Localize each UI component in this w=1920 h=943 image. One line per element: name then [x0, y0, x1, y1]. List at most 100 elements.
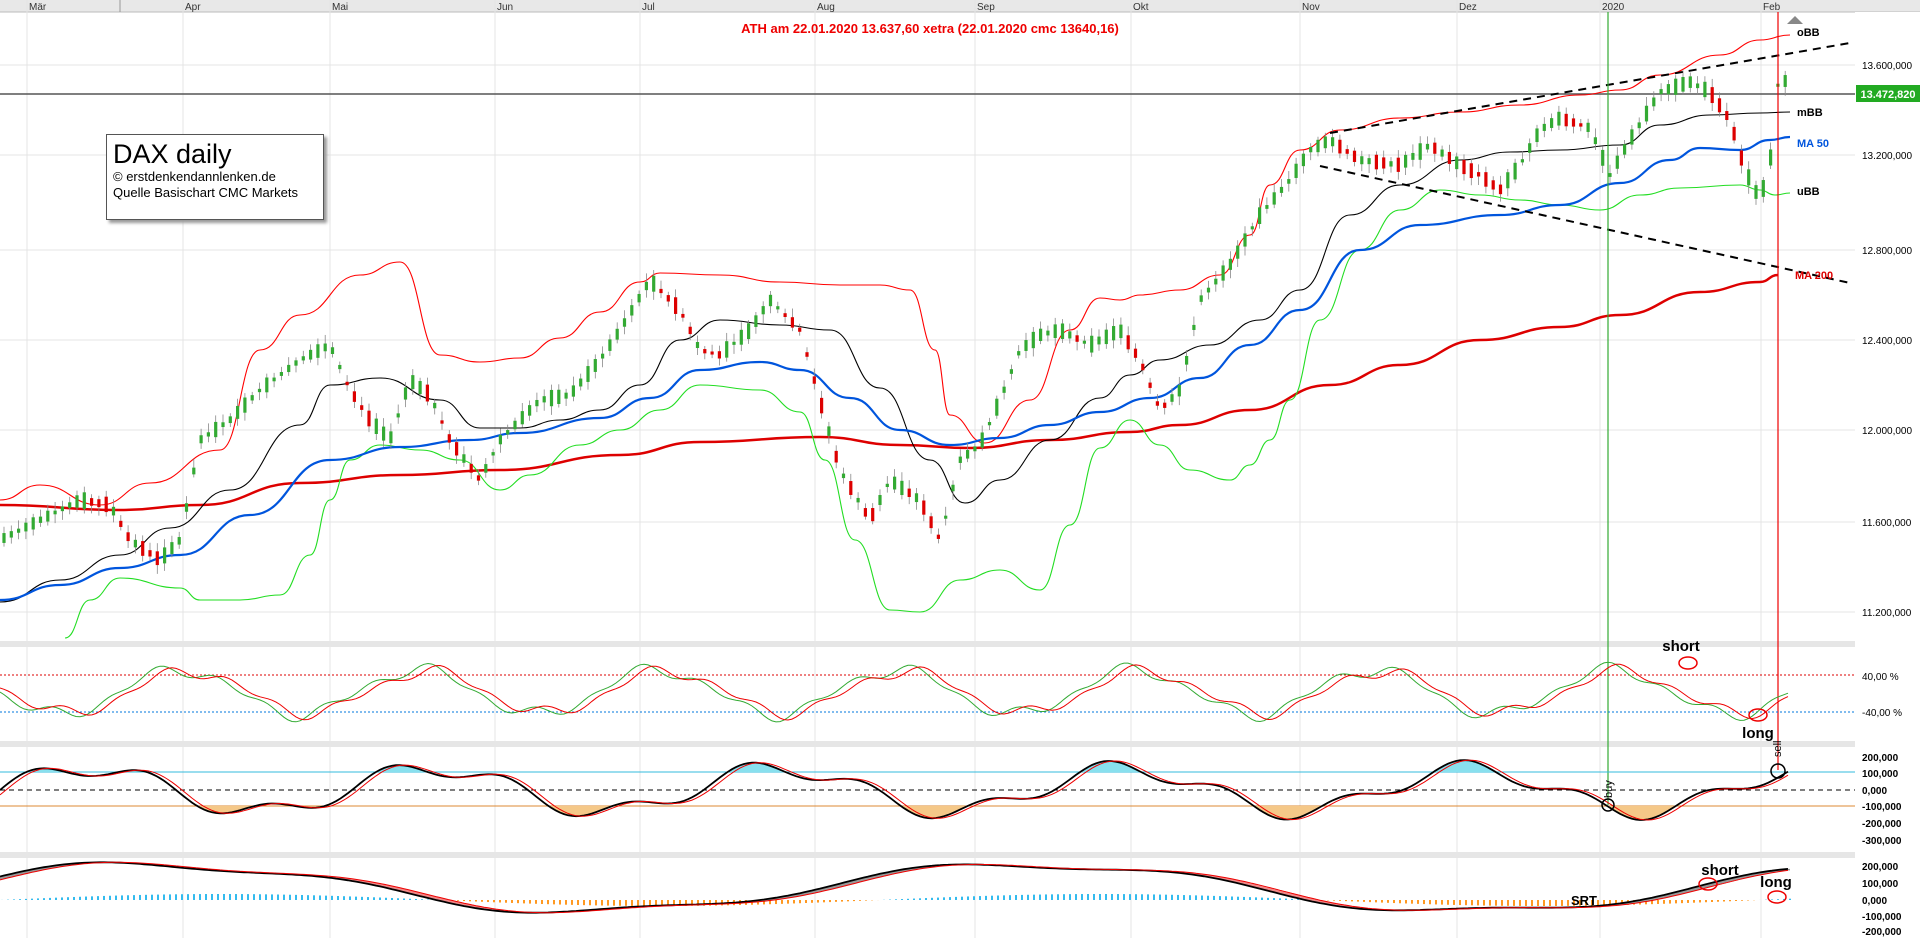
candle-body [1206, 287, 1211, 293]
candle-body [221, 422, 225, 428]
candle-body [257, 388, 262, 393]
price-axis-labels: 13.600,000 13.200,000 12.800,000 12.400,000… [1862, 61, 1912, 619]
candle-body [674, 297, 678, 314]
candle-body [761, 306, 765, 315]
candle-body [236, 405, 240, 419]
short-marker-circle [1678, 656, 1698, 670]
candle-body [893, 476, 897, 490]
candle-body [951, 484, 955, 492]
candle-body [177, 537, 181, 545]
candle-body [228, 416, 232, 424]
long2-annotation: long [1760, 874, 1792, 891]
candle-body [586, 366, 590, 382]
candle-body [170, 542, 174, 555]
price-axis-label: 13.200,000 [1862, 151, 1912, 162]
candle-body [827, 426, 831, 436]
stoch-axis-upper: 40,00 % [1862, 672, 1899, 683]
panel-divider-2 [0, 741, 1855, 747]
candle-body [301, 356, 305, 361]
candle-body [936, 534, 940, 539]
candle-body [1192, 324, 1196, 330]
sell-annotation: sell [1772, 740, 1784, 757]
month-label: Nov [1302, 2, 1320, 13]
candle-body [907, 488, 911, 498]
candle-body [973, 446, 977, 452]
candle-body [90, 498, 94, 506]
candle-body [1725, 111, 1729, 120]
candle-body [549, 389, 554, 407]
candle-body [695, 341, 700, 349]
candle-body [929, 516, 933, 529]
candle-body [834, 450, 838, 463]
candle-body [601, 353, 605, 359]
candle-body [856, 497, 860, 503]
candle-body [498, 434, 502, 445]
candle-body [163, 547, 167, 564]
candle-body [849, 481, 853, 495]
candle-body [1469, 163, 1473, 179]
candle-body [389, 431, 393, 444]
osc1-line-red [0, 759, 1789, 821]
candle-body [9, 531, 13, 538]
candle-body [1513, 162, 1517, 180]
candle-body [571, 385, 575, 397]
candle-body [1666, 84, 1670, 95]
scroll-up-icon[interactable] [1787, 16, 1803, 24]
candle-body [214, 421, 218, 438]
candle-body [1148, 382, 1152, 388]
candle-body [53, 510, 57, 515]
candle-body [1674, 78, 1678, 95]
candle-body [1177, 384, 1181, 397]
candle-body [980, 432, 984, 448]
candle-body [403, 387, 408, 400]
month-bar [0, 0, 1920, 12]
candle-body [126, 532, 130, 542]
candle-body [1133, 348, 1138, 358]
candle-body [1491, 180, 1495, 190]
candle-body [75, 495, 79, 508]
candle-body [790, 317, 794, 328]
osc1-axis-label: 200,000 [1862, 753, 1899, 764]
candle-body [703, 349, 707, 354]
candle-body [666, 295, 670, 302]
label-ubb: uBB [1797, 186, 1820, 198]
candle-body [900, 480, 904, 496]
panel-divider-1 [0, 641, 1855, 647]
long-marker-circle [1748, 708, 1768, 722]
candle-body [1703, 81, 1707, 98]
candle-body [1214, 278, 1218, 285]
osc1-axis-label: -200,000 [1862, 819, 1902, 830]
series-ma50 [0, 135, 1791, 602]
candle-body [279, 372, 283, 376]
label-obb: oBB [1797, 27, 1820, 39]
candle-body [382, 426, 386, 441]
candle-body [2, 533, 6, 543]
candle-body [1455, 156, 1459, 170]
sell-marker-circle [1770, 763, 1786, 779]
candle-body [31, 517, 35, 530]
candle-body [309, 349, 313, 360]
series-upper-bb [0, 34, 1791, 506]
candle-body [425, 384, 429, 402]
candle-body [1477, 172, 1481, 177]
candle-body [1498, 184, 1503, 195]
candle-body [1265, 205, 1269, 209]
candle-body [710, 351, 714, 355]
candle-body [1783, 75, 1787, 87]
osc1-axis-label: 0,000 [1862, 786, 1887, 797]
candle-body [1425, 143, 1430, 150]
candle-body [411, 375, 415, 390]
month-label: Dez [1459, 2, 1477, 13]
candle-body [1163, 402, 1167, 408]
candle-body [1637, 122, 1641, 129]
candle-body [192, 467, 196, 475]
panel-divider-3 [0, 852, 1855, 858]
candle-body [1301, 153, 1305, 167]
candle-body [1769, 149, 1773, 166]
candle-body [462, 454, 466, 463]
candle-body [615, 328, 619, 340]
candle-body [659, 288, 663, 294]
candles [2, 70, 1787, 574]
candle-body [250, 395, 254, 401]
candle-body [1542, 123, 1546, 131]
